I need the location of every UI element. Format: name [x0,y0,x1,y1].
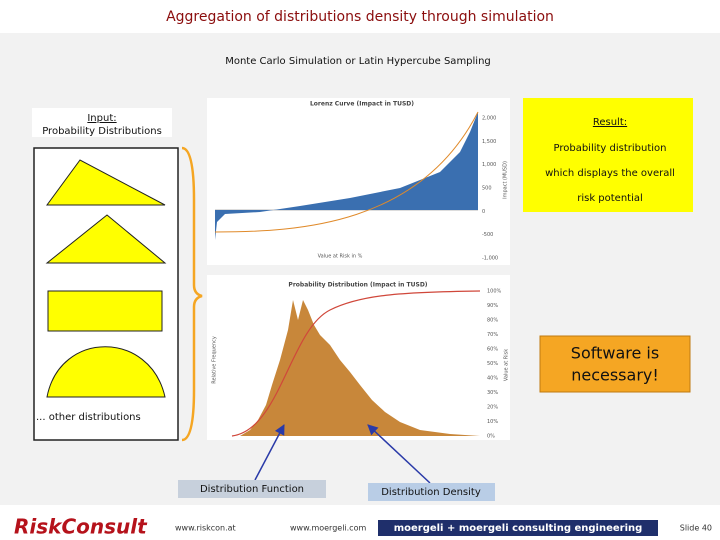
distribution-tick: 50% [487,361,498,367]
histogram [240,300,480,436]
software-line: necessary! [571,366,659,385]
function-label-box [178,480,326,498]
distribution-tick: 40% [487,376,498,382]
input-box [32,108,172,137]
brace [181,146,203,442]
link-moergeli: www.moergeli.com [290,524,366,533]
lorenz-tick: -500 [482,232,493,238]
arrow-function [254,424,285,481]
result-lines: Probability distribution which displays t… [545,143,675,204]
function-label: Distribution Function [200,484,304,495]
lorenz-tick: -1,000 [482,256,498,262]
distribution-tick: 80% [487,318,498,324]
input-text: Probability Distributions [42,126,162,137]
lorenz-y-label: Impact (MUSD) [503,161,509,199]
banner [378,520,658,536]
lorenz-ticks: 2,000 1,500 1,000 500 0 -500 -1,000 [482,116,498,262]
lorenz-tick: 1,500 [482,139,496,145]
software-box [539,335,691,393]
bell-shape [46,346,166,398]
result-line: which displays the overall [545,168,675,179]
lorenz-title: Lorenz Curve (Impact in TUSD) [310,101,414,108]
slide-title: Aggregation of distributions density thr… [166,9,554,25]
slide-number: Slide 40 [680,524,712,533]
result-box [523,98,693,212]
software-lines: Software is necessary! [571,344,659,385]
cdf-curve [231,290,481,437]
distribution-tick: 90% [487,303,498,309]
distribution-tick: 60% [487,347,498,353]
density-label-box [368,483,495,501]
distributions-note: ... other distributions [36,412,141,423]
density-label: Distribution Density [381,487,481,498]
lorenz-tick: 2,000 [482,116,496,122]
lorenz-bars [215,112,478,240]
logo: RiskConsult [14,515,148,539]
uniform-rect [47,290,163,332]
result-line: Probability distribution [553,143,666,154]
link-riskcon: www.riskcon.at [175,524,236,533]
distribution-y-label: Relative Frequency [212,336,218,384]
lorenz-tick: 1,000 [482,162,496,168]
result-line: risk potential [577,193,643,204]
banner-text: moergeli + moergeli consulting engineeri… [394,523,643,534]
distribution-tick: 0% [487,434,495,440]
lorenz-x-label: Value at Risk in % [318,254,363,260]
result-title: Result: [593,117,627,128]
distribution-tick: 30% [487,390,498,396]
distribution-ticks: 100% 90% 80% 70% 60% 50% 40% 30% 20% 10% 0% [487,289,502,440]
distribution-y2-label: Value at Risk [504,349,510,381]
distribution-tick: 100% [487,289,502,295]
lorenz-tick: 500 [482,186,492,192]
distribution-title: Probability Distribution (Impact in TUSD… [288,282,427,289]
lorenz-curve [214,111,479,233]
input-title: Input: [87,113,116,124]
software-line: Software is [571,344,659,363]
distribution-tick: 70% [487,332,498,338]
distribution-tick: 20% [487,405,498,411]
subtitle: Monte Carlo Simulation or Latin Hypercub… [225,56,491,67]
arrow-density [367,424,431,484]
lorenz-tick: 0 [482,209,485,215]
triangle-symmetric [45,214,167,264]
distribution-tick: 10% [487,419,498,425]
triangle-left [46,159,166,206]
